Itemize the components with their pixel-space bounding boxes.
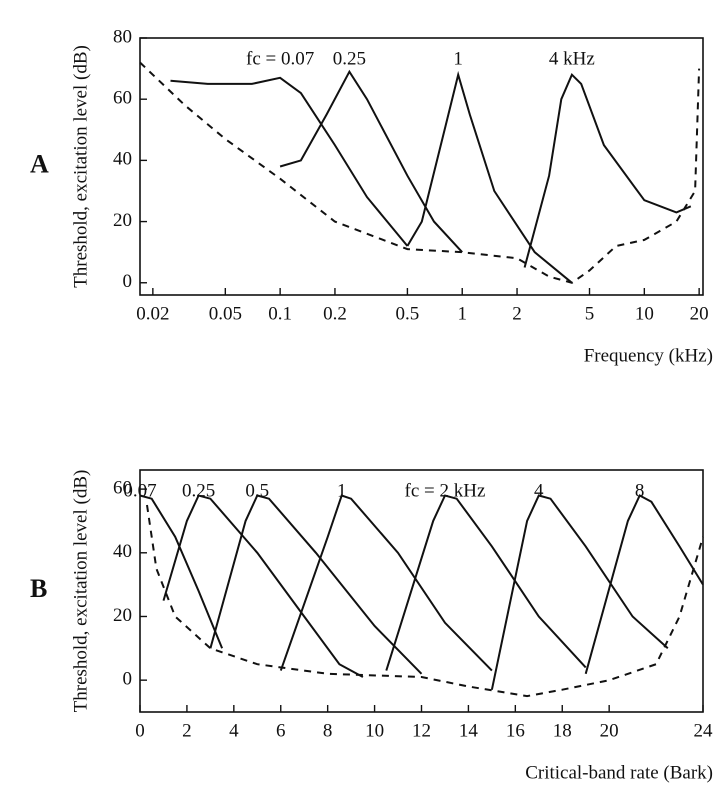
- y-tick-label: 20: [113, 605, 132, 626]
- x-tick-label: 16: [506, 720, 525, 741]
- plot-frame: [139, 469, 704, 713]
- y-tick-label: 80: [113, 26, 132, 47]
- x-tick-label: 10: [635, 303, 654, 324]
- x-tick-label: 6: [276, 720, 286, 741]
- curve-label: fc = 0.07: [246, 48, 314, 69]
- x-tick-label: 2: [182, 720, 192, 741]
- y-tick-label: 20: [113, 210, 132, 231]
- excitation-line: [523, 72, 692, 268]
- x-tick-label: 0.02: [136, 303, 169, 324]
- excitation-line: [170, 76, 409, 247]
- curve-label: 0.07: [123, 480, 156, 501]
- y-tick-label: 0: [123, 271, 133, 292]
- x-tick-label: 1: [457, 303, 467, 324]
- x-tick-label: 8: [323, 720, 333, 741]
- plot-frame: [139, 37, 704, 296]
- curve-label: 8: [635, 480, 645, 501]
- curve-label: 1: [337, 480, 347, 501]
- x-tick-label: 20: [690, 303, 709, 324]
- curve-label: 1: [453, 48, 463, 69]
- excitation-line: [406, 70, 573, 284]
- panel-label: B: [30, 574, 47, 603]
- x-tick-label: 18: [553, 720, 572, 741]
- x-tick-label: 2: [512, 303, 522, 324]
- y-tick-label: 40: [113, 149, 132, 170]
- x-tick-label: 14: [459, 720, 479, 741]
- curve-label: 4 kHz: [549, 48, 595, 69]
- threshold-line: [139, 61, 701, 284]
- x-axis-label: Frequency (kHz): [584, 345, 713, 366]
- y-tick-label: 0: [123, 669, 133, 690]
- curve-label: 0.5: [245, 480, 269, 501]
- y-tick-label: 60: [113, 477, 132, 498]
- x-tick-label: 0.1: [268, 303, 292, 324]
- excitation-line: [279, 494, 493, 672]
- panel-label: A: [30, 149, 49, 178]
- y-axis-label: Threshold, excitation level (dB): [70, 45, 91, 288]
- curve-label: 0.25: [182, 480, 215, 501]
- y-tick-label: 40: [113, 541, 132, 562]
- x-tick-label: 0.5: [396, 303, 420, 324]
- x-tick-label: 0.2: [323, 303, 347, 324]
- excitation-line: [209, 494, 423, 675]
- curve-label: fc = 2 kHz: [405, 480, 486, 501]
- threshold-line: [146, 504, 704, 698]
- excitation-line: [279, 69, 463, 253]
- x-tick-label: 5: [585, 303, 595, 324]
- y-tick-label: 60: [113, 88, 132, 109]
- y-axis-label: Threshold, excitation level (dB): [70, 470, 91, 713]
- excitation-line: [162, 494, 364, 678]
- x-tick-label: 4: [229, 720, 239, 741]
- curve-label: 4: [534, 480, 544, 501]
- excitation-line: [385, 494, 587, 671]
- excitation-line: [139, 494, 224, 649]
- x-axis-label: Critical-band rate (Bark): [525, 762, 713, 783]
- x-tick-label: 12: [412, 720, 431, 741]
- x-tick-label: 10: [365, 720, 384, 741]
- curve-label: 0.25: [333, 48, 366, 69]
- x-tick-label: 24: [694, 720, 714, 741]
- excitation-line: [584, 494, 704, 675]
- x-tick-label: 0: [135, 720, 145, 741]
- excitation-line: [490, 494, 669, 690]
- x-tick-label: 0.05: [209, 303, 242, 324]
- x-tick-label: 20: [600, 720, 619, 741]
